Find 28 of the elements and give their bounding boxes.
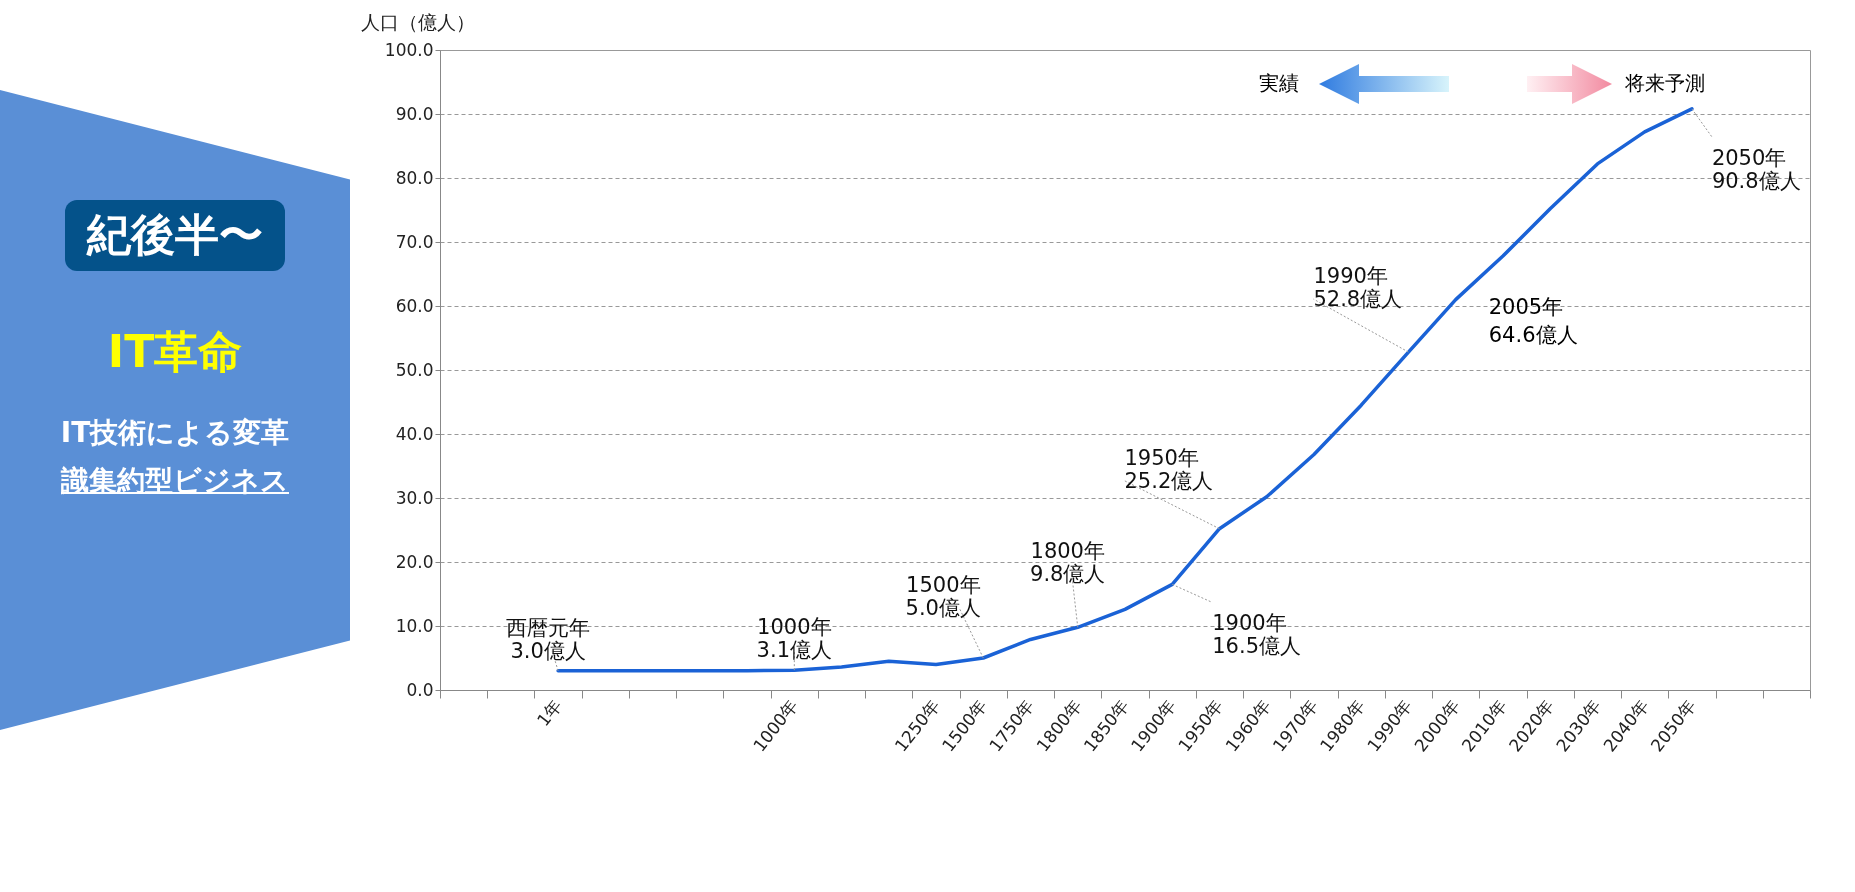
annotation: 2050年 90.8億人	[1711, 145, 1801, 193]
y-tick-label: 10.0	[395, 615, 434, 636]
annotation: 1900年 16.5億人	[1212, 611, 1302, 659]
text: 紀後半〜	[65, 200, 285, 271]
annotation: 1500年 5.0億人	[905, 573, 981, 620]
x-tick-label: 1年	[532, 695, 566, 730]
text: IT技術による変革	[60, 415, 290, 451]
annotation: 将来予測	[1625, 70, 1706, 97]
y-tick-label: 70.0	[395, 231, 434, 252]
y-tick-label: 80.0	[395, 167, 434, 188]
annotation: 1990年 52.8億人	[1313, 264, 1403, 312]
y-tick-label: 50.0	[395, 359, 434, 380]
annotation: 実績	[1258, 70, 1299, 97]
annotation: 西暦元年 3.0億人	[506, 615, 591, 663]
y-tick-label: 30.0	[395, 487, 434, 508]
y-tick-label: 20.0	[395, 551, 434, 572]
y-tick-label: 90.0	[395, 103, 434, 124]
annotation: 1800年 9.8億人	[1030, 539, 1106, 587]
y-tick-label: 40.0	[395, 423, 434, 444]
annotation: 2005年 64.6億人	[1488, 294, 1578, 350]
annotation: 1000年 3.1億人	[756, 615, 833, 663]
text: IT革命	[107, 325, 243, 379]
y-tick-label: 60.0	[395, 295, 434, 316]
annotation: 1950年 25.2億人	[1124, 445, 1214, 493]
y-tick-label: 0.0	[406, 679, 434, 700]
text: 識集約型ビジネス	[61, 463, 289, 499]
y-axis-title: 人口（億人）	[360, 10, 475, 33]
y-tick-label: 100.0	[384, 39, 434, 60]
